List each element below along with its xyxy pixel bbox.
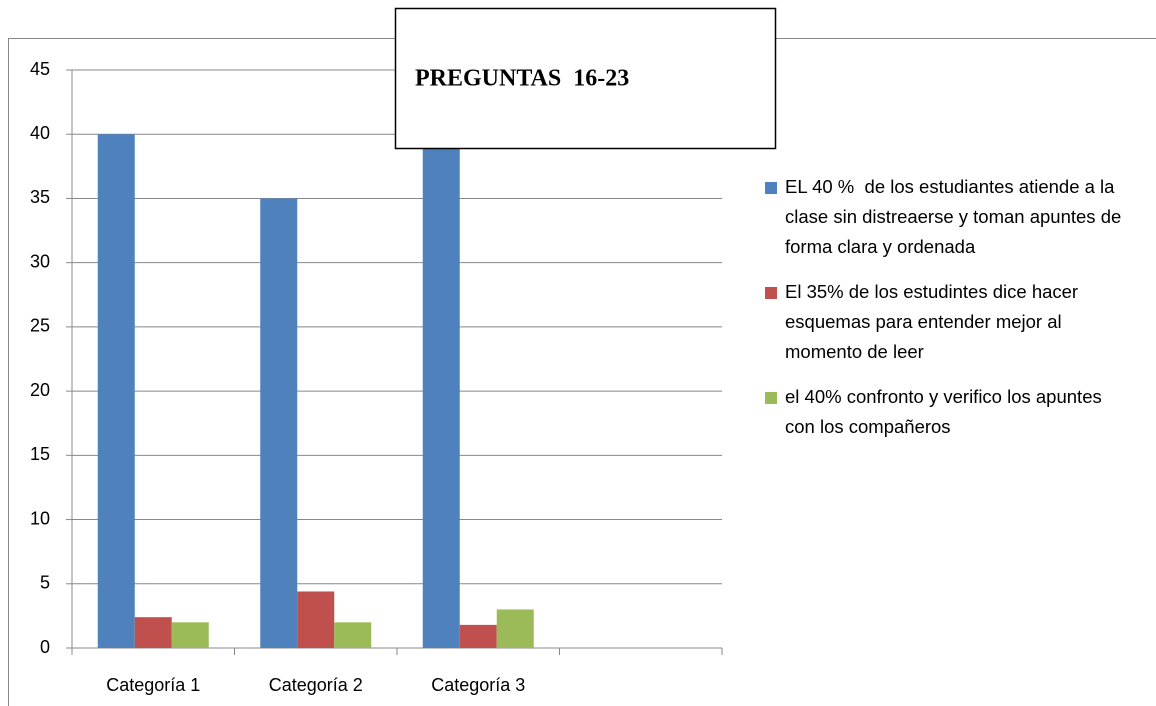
- bar: [422, 134, 460, 648]
- bar: [459, 624, 497, 648]
- bar: [334, 622, 372, 648]
- y-tick-label: 5: [40, 573, 50, 593]
- bar: [97, 134, 135, 648]
- x-tick-label: Categoría 2: [269, 675, 363, 695]
- y-tick-label: 25: [30, 316, 50, 336]
- y-tick-label: 30: [30, 251, 50, 271]
- y-tick-label: 40: [30, 123, 50, 143]
- legend-entry: el 40% confronto y verifico los apuntes …: [765, 382, 1135, 442]
- chart-title: PREGUNTAS 16-23: [415, 66, 629, 92]
- legend-entry: EL 40 % de los estudiantes atiende a la …: [765, 172, 1135, 262]
- bar: [134, 617, 172, 648]
- y-tick-label: 20: [30, 380, 50, 400]
- y-tick-label: 0: [40, 637, 50, 657]
- y-tick-label: 35: [30, 187, 50, 207]
- legend-label: el 40% confronto y verifico los apuntes …: [785, 386, 1107, 437]
- y-tick-label: 10: [30, 508, 50, 528]
- legend-label: El 35% de los estudintes dice hacer esqu…: [785, 281, 1084, 362]
- bar: [496, 609, 534, 648]
- legend-swatch: [765, 287, 777, 299]
- y-tick-label: 15: [30, 444, 50, 464]
- x-tick-label: Categoría 1: [106, 675, 200, 695]
- legend-entry: El 35% de los estudintes dice hacer esqu…: [765, 277, 1135, 367]
- bar: [260, 198, 298, 648]
- legend-label: EL 40 % de los estudiantes atiende a la …: [785, 176, 1127, 257]
- title-box: [394, 7, 777, 150]
- x-tick-label: Categoría 3: [431, 675, 525, 695]
- y-tick-label: 45: [30, 59, 50, 79]
- legend-swatch: [765, 392, 777, 404]
- plot-area: 0 5 10 15 20 25 30 35 40 45 Categoría 1 Categoría 2…: [30, 59, 723, 695]
- bar: [297, 591, 335, 648]
- legend: EL 40 % de los estudiantes atiende a la …: [765, 172, 1135, 457]
- bar: [171, 622, 209, 648]
- legend-swatch: [765, 182, 777, 194]
